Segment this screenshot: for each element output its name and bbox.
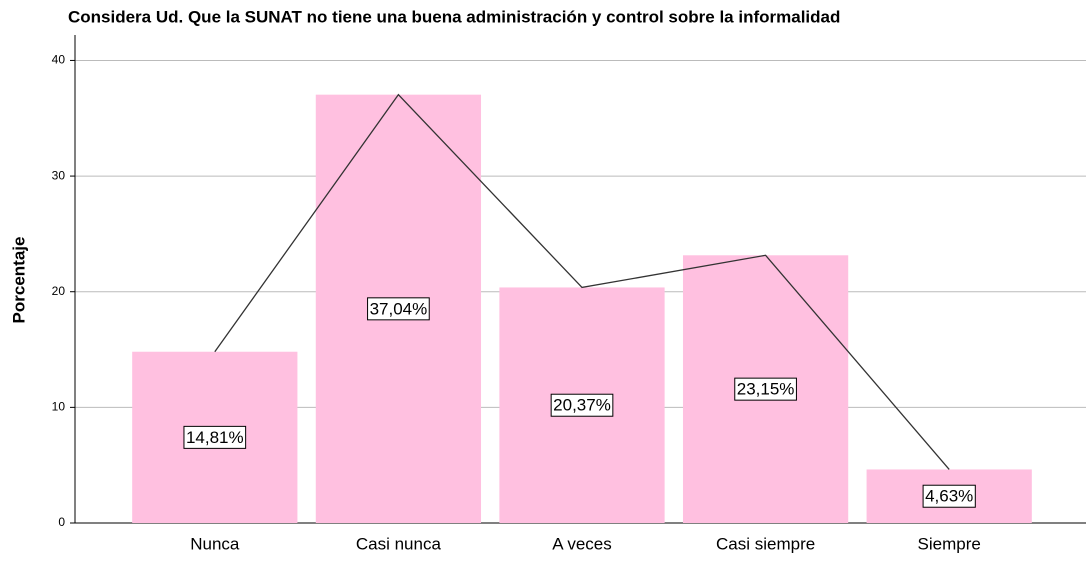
y-tick-label: 20 [52, 284, 66, 298]
value-label-group: 23,15% [734, 377, 797, 401]
value-label-group: 37,04% [367, 297, 430, 321]
y-tick-label: 30 [52, 168, 66, 182]
x-tick-label: Casi siempre [716, 534, 815, 553]
y-axis-label: Porcentaje [9, 237, 28, 324]
y-tick-label: 10 [52, 400, 66, 414]
value-label-group: 14,81% [183, 425, 247, 449]
value-label-box [734, 377, 797, 401]
x-tick-label: Casi nunca [356, 534, 442, 553]
value-label-group: 4,63% [922, 484, 976, 508]
value-label-box [550, 393, 614, 417]
x-tick-label: Nunca [190, 534, 240, 553]
value-label-box [367, 297, 430, 321]
value-label: 14,81% [186, 428, 244, 447]
x-tick-label: Siempre [918, 534, 981, 553]
line-overlay [214, 93, 950, 470]
x-tick-label: A veces [552, 534, 612, 553]
y-tick-label: 40 [52, 53, 66, 67]
value-label: 20,37% [553, 396, 611, 415]
y-tick-label: 0 [58, 515, 65, 529]
value-label: 4,63% [925, 487, 973, 506]
value-label-group: 20,37% [550, 393, 614, 417]
value-label-box [922, 484, 976, 508]
value-label-box [183, 425, 247, 449]
chart-title: Considera Ud. Que la SUNAT no tiene una … [68, 7, 840, 26]
value-label: 37,04% [370, 299, 428, 318]
value-label: 23,15% [737, 380, 795, 399]
